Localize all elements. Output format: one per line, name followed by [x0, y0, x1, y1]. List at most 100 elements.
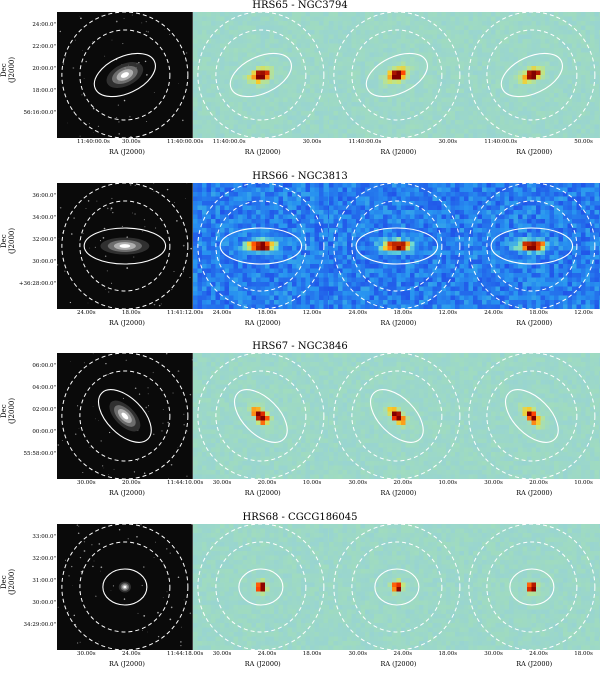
heatmap-cell: [486, 245, 492, 251]
heatmap-cell: [364, 57, 370, 62]
heatmap-cell: [337, 241, 343, 246]
heatmap-cell: [233, 295, 238, 300]
heatmap-cell: [445, 115, 451, 121]
heatmap-cell: [387, 191, 392, 197]
heatmap-cell: [305, 129, 310, 134]
heatmap-cell: [418, 286, 424, 291]
heatmap-cell: [260, 299, 265, 305]
heatmap-cell: [518, 223, 523, 228]
heatmap-cell: [201, 254, 207, 260]
heatmap-cell: [282, 290, 288, 296]
heatmap-cell: [260, 205, 265, 210]
heatmap-cell: [369, 245, 374, 251]
heatmap-cell: [441, 272, 446, 278]
heatmap-cell: [269, 79, 274, 85]
heatmap-cell: [228, 120, 234, 125]
heatmap-cell: [536, 61, 541, 67]
heatmap-cell: [522, 57, 528, 62]
heatmap-cell: [536, 12, 541, 17]
star: [178, 83, 179, 84]
heatmap-cell: [282, 133, 288, 138]
heatmap-cell: [427, 61, 433, 67]
heatmap-cell: [342, 16, 347, 22]
heatmap-cell: [246, 196, 252, 201]
heatmap-cell: [536, 200, 541, 206]
star: [118, 133, 121, 135]
heatmap-cell: [237, 281, 243, 287]
heatmap-cell: [432, 16, 437, 22]
heatmap-cell: [333, 111, 338, 116]
heatmap-cell: [278, 75, 283, 80]
heatmap-panel: [328, 12, 465, 138]
heatmap-cell: [540, 232, 546, 237]
heatmap-cell: [563, 236, 568, 242]
heatmap-cell: [300, 268, 306, 273]
heatmap-cell: [572, 182, 577, 188]
star: [97, 125, 100, 128]
heatmap-cell: [540, 245, 546, 251]
heatmap-cell: [328, 52, 334, 58]
heatmap-cell: [576, 102, 582, 107]
ra-axis-label: RA (J2000): [109, 148, 145, 156]
heatmap-cell: [282, 268, 288, 273]
heatmap-cell: [210, 102, 216, 107]
heatmap-cell: [242, 43, 247, 49]
heatmap-cell: [486, 182, 492, 188]
star: [99, 239, 102, 241]
heatmap-cell: [482, 227, 487, 233]
heatmap-cell: [296, 12, 301, 17]
heatmap-cell: [432, 295, 437, 300]
heatmap-cell: [210, 304, 216, 309]
heatmap-cell: [549, 43, 555, 49]
heatmap-cell: [273, 295, 279, 300]
heatmap-cell: [378, 290, 383, 296]
heatmap-cell: [522, 232, 528, 237]
heatmap-cell: [396, 187, 401, 192]
heatmap-cell: [464, 57, 469, 62]
heatmap-cell: [337, 111, 343, 116]
heatmap-cell: [549, 25, 555, 31]
heatmap-cell: [291, 84, 297, 89]
heatmap-cell: [581, 16, 586, 22]
heatmap-cell: [427, 236, 433, 242]
heatmap-cell: [233, 16, 238, 22]
heatmap-cell: [219, 200, 225, 206]
heatmap-cell: [405, 84, 410, 89]
heatmap-cell: [414, 299, 419, 305]
heatmap-cell: [477, 120, 483, 125]
heatmap-cell: [387, 21, 392, 26]
heatmap-cell: [423, 286, 428, 291]
heatmap-cell: [251, 75, 256, 80]
star: [123, 99, 126, 102]
heatmap-cell: [454, 61, 460, 67]
heatmap-cell: [323, 57, 328, 62]
heatmap-cell: [215, 79, 220, 85]
heatmap-cell: [450, 93, 455, 98]
heatmap-cell: [414, 133, 419, 138]
heatmap-cell: [572, 133, 577, 138]
heatmap-cell: [309, 93, 315, 98]
heatmap-cell: [572, 120, 577, 125]
heatmap-cell: [206, 281, 211, 287]
heatmap-cell: [260, 70, 265, 76]
heatmap-cell: [581, 227, 586, 233]
heatmap-cell: [291, 25, 297, 31]
heatmap-cell: [215, 57, 220, 62]
heatmap-cell: [545, 93, 550, 98]
heatmap-cell: [282, 16, 288, 22]
heatmap-cell: [333, 75, 338, 80]
heatmap-cell: [287, 120, 292, 125]
heatmap-cell: [459, 52, 464, 58]
heatmap-cell: [572, 48, 577, 53]
heatmap-cell: [337, 218, 343, 224]
heatmap-cell: [369, 254, 374, 260]
heatmap-cell: [436, 191, 442, 197]
heatmap-cell: [576, 97, 582, 103]
heatmap-cell: [369, 97, 374, 103]
heatmap-cell: [342, 70, 347, 76]
heatmap-cell: [373, 205, 379, 210]
heatmap-cell: [273, 39, 279, 44]
heatmap-cell: [576, 120, 582, 125]
heatmap-cell: [423, 259, 428, 264]
heatmap-cell: [373, 304, 379, 309]
